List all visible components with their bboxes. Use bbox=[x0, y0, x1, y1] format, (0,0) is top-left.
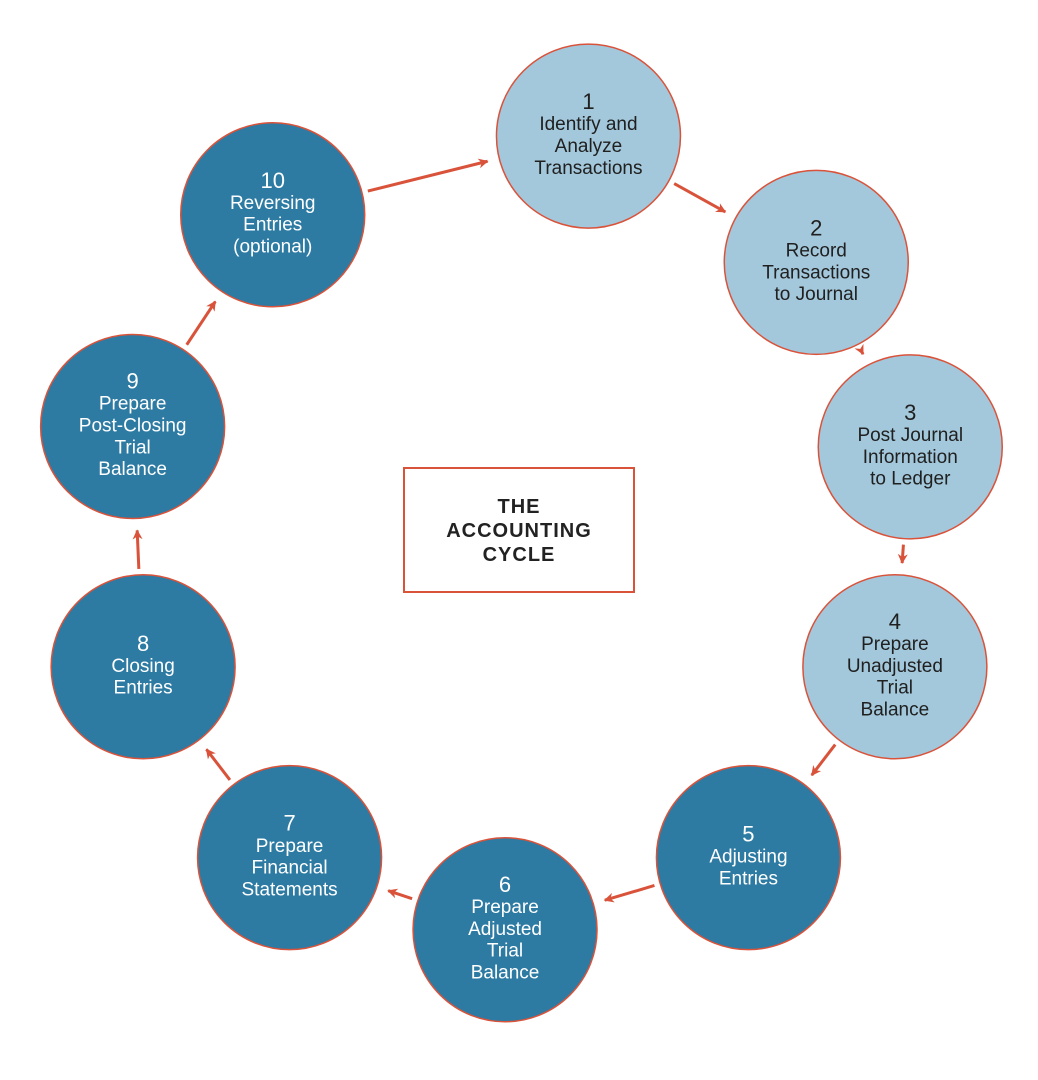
cycle-node-label: Entries bbox=[719, 869, 778, 890]
cycle-node-number: 6 bbox=[499, 872, 511, 897]
cycle-node-label: Financial bbox=[252, 858, 328, 879]
cycle-arrow bbox=[137, 530, 139, 569]
cycle-node-6: 6PrepareAdjustedTrialBalance bbox=[413, 838, 597, 1022]
cycle-node-number: 9 bbox=[127, 369, 139, 394]
cycle-node-label: Identify and bbox=[539, 114, 637, 135]
cycle-arrow bbox=[187, 302, 216, 345]
cycle-node-number: 8 bbox=[137, 631, 149, 656]
cycle-node-label: Trial bbox=[487, 941, 523, 962]
cycle-node-number: 4 bbox=[889, 609, 901, 634]
cycle-node-label: Post-Closing bbox=[79, 415, 187, 436]
cycle-node-label: Balance bbox=[861, 700, 930, 721]
cycle-arrow bbox=[674, 184, 725, 212]
cycle-node-7: 7PrepareFinancialStatements bbox=[198, 766, 382, 950]
cycle-arrow bbox=[605, 885, 655, 900]
cycle-node-label: Trial bbox=[877, 678, 913, 699]
cycle-node-label: Unadjusted bbox=[847, 656, 943, 677]
cycle-node-label: Prepare bbox=[99, 394, 167, 415]
cycle-node-label: Analyze bbox=[555, 136, 623, 157]
cycle-node-label: Reversing bbox=[230, 193, 316, 214]
cycle-node-label: Adjusted bbox=[468, 919, 542, 940]
cycle-node-2: 2RecordTransactionsto Journal bbox=[724, 170, 908, 354]
cycle-node-number: 1 bbox=[582, 89, 594, 114]
cycle-node-label: Post Journal bbox=[857, 425, 963, 446]
accounting-cycle-diagram: THEACCOUNTINGCYCLE1Identify andAnalyzeTr… bbox=[0, 0, 1038, 1080]
cycle-node-label: Adjusting bbox=[709, 847, 787, 868]
cycle-node-label: Prepare bbox=[471, 897, 539, 918]
cycle-node-label: Trial bbox=[115, 437, 151, 458]
cycle-node-label: to Ledger bbox=[870, 469, 951, 490]
cycle-arrow bbox=[861, 350, 863, 355]
cycle-node-8: 8ClosingEntries bbox=[51, 575, 235, 759]
cycle-node-label: Prepare bbox=[256, 836, 324, 857]
cycle-node-label: Information bbox=[863, 447, 958, 468]
cycle-node-label: Entries bbox=[114, 678, 173, 699]
cycle-node-label: Entries bbox=[243, 215, 302, 236]
cycle-node-1: 1Identify andAnalyzeTransactions bbox=[496, 44, 680, 228]
cycle-arrow bbox=[206, 749, 229, 780]
cycle-node-label: Prepare bbox=[861, 634, 929, 655]
cycle-arrow bbox=[902, 545, 903, 563]
cycle-node-label: to Journal bbox=[775, 284, 858, 305]
cycle-node-label: Closing bbox=[111, 656, 174, 677]
cycle-node-label: Transactions bbox=[762, 262, 870, 283]
cycle-node-label: Balance bbox=[98, 459, 167, 480]
cycle-node-5: 5AdjustingEntries bbox=[656, 766, 840, 950]
cycle-node-number: 2 bbox=[810, 215, 822, 240]
cycle-node-label: Balance bbox=[471, 962, 540, 983]
cycle-node-number: 5 bbox=[742, 822, 754, 847]
cycle-arrow bbox=[388, 891, 412, 899]
cycle-node-label: Record bbox=[786, 240, 847, 261]
cycle-arrow bbox=[368, 161, 488, 191]
cycle-node-label: Transactions bbox=[534, 158, 642, 179]
cycle-node-3: 3Post JournalInformationto Ledger bbox=[818, 355, 1002, 539]
cycle-node-9: 9PreparePost-ClosingTrialBalance bbox=[41, 334, 225, 518]
cycle-node-4: 4PrepareUnadjustedTrialBalance bbox=[803, 575, 987, 759]
cycle-node-label: (optional) bbox=[233, 237, 312, 258]
cycle-node-number: 3 bbox=[904, 400, 916, 425]
cycle-arrow bbox=[812, 745, 835, 776]
cycle-node-10: 10ReversingEntries(optional) bbox=[181, 123, 365, 307]
cycle-node-number: 7 bbox=[283, 811, 295, 836]
cycle-node-number: 10 bbox=[260, 168, 284, 193]
cycle-node-label: Statements bbox=[242, 879, 338, 900]
